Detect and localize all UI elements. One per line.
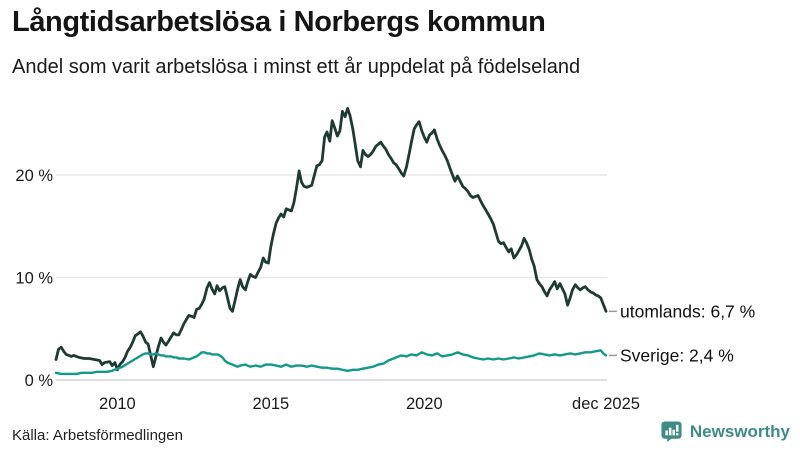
- series-line-sverige: [54, 349, 608, 376]
- series-end-label-utomlands: utomlands: 6,7 %: [620, 301, 755, 321]
- newsworthy-wordmark: Newsworthy: [689, 421, 790, 441]
- series-line-utomlands: [54, 107, 608, 372]
- y-tick-label: 10 %: [15, 270, 53, 288]
- y-tick-label: 0 %: [25, 372, 54, 390]
- x-tick-label: 2010: [99, 395, 136, 413]
- x-tick-label: 2020: [406, 395, 443, 413]
- source-note: Källa: Arbetsförmedlingen: [12, 427, 183, 444]
- newsworthy-logo[interactable]: Newsworthy: [660, 420, 790, 443]
- chart-subtitle: Andel som varit arbetslösa i minst ett å…: [12, 56, 581, 78]
- x-tick-label: 2015: [252, 395, 289, 413]
- x-tick-label: dec 2025: [572, 395, 640, 413]
- chart-title: Långtidsarbetslösa i Norbergs kommun: [12, 6, 546, 38]
- newsworthy-bubble-chart-icon: [661, 421, 682, 443]
- y-tick-label: 20 %: [15, 167, 53, 185]
- series-end-label-sverige: Sverige: 2,4 %: [620, 345, 734, 365]
